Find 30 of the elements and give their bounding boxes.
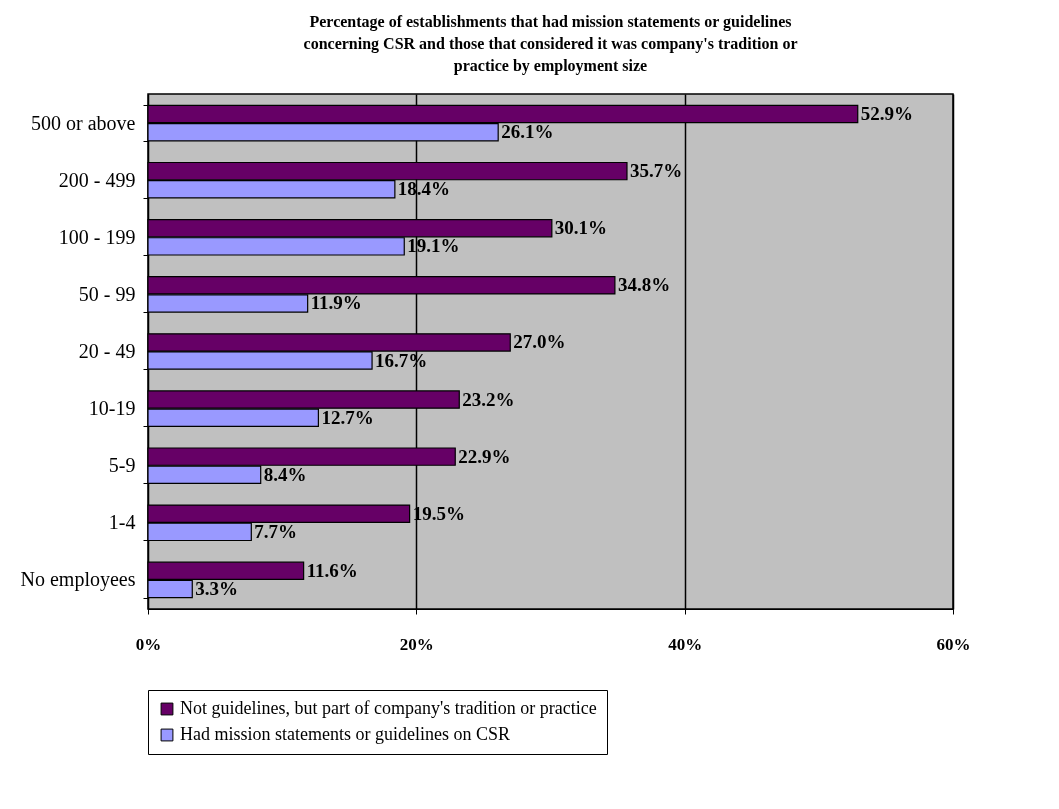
data-label: 11.6% [306,559,358,581]
data-label: 30.1% [554,217,608,239]
data-label: 8.4% [263,463,307,485]
y-tick-label: 200 - 499 [58,168,136,191]
y-tick-label: 5-9 [108,454,136,477]
data-label: 27.0% [513,331,566,353]
legend-label: Had mission statements or guidelines on CSR [180,724,510,744]
x-tick-label: 40% [668,634,703,654]
y-tick-label: 100 - 199 [58,225,136,248]
x-tick-label: 0% [135,634,162,654]
data-label: 35.7% [629,160,683,182]
y-tick-label: No employees [20,568,136,592]
x-tick-label: 60% [936,634,971,654]
data-label: 26.1% [501,121,554,143]
data-label: 3.3% [195,577,239,599]
data-label: 12.7% [321,406,374,428]
y-tick-label: 50 - 99 [78,282,136,305]
y-tick-label: 20 - 49 [78,340,136,362]
data-label: 52.9% [860,103,913,125]
chart-title: Percentage of establishments that had mission statements or guidelines concerning CSR and those that considered it was company's tradition or practice by employment size [303,13,798,75]
data-label: 7.7% [254,520,298,542]
legend-label: Not guidelines, but part of company's tradition or practice [180,698,597,718]
y-tick-label: 1-4 [108,511,136,534]
data-label: 11.9% [310,292,362,314]
data-label: 22.9% [458,445,511,467]
y-tick-label: 500 or above [31,111,136,134]
data-label: 23.2% [462,388,515,410]
y-tick-label: 10-19 [88,397,136,420]
x-tick-label: 20% [399,634,434,654]
data-label: 34.8% [617,274,671,296]
